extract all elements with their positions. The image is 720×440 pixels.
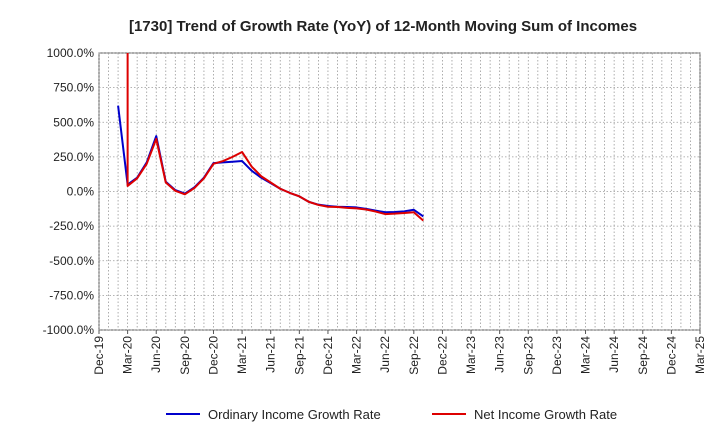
x-tick-label: Jun-24 xyxy=(607,336,621,373)
x-tick-label: Jun-21 xyxy=(264,336,278,373)
x-tick-label: Sep-23 xyxy=(521,336,535,375)
x-tick-label: Dec-23 xyxy=(550,336,564,375)
x-tick-label: Mar-22 xyxy=(350,336,364,374)
x-axis: Dec-19 Mar-20 Jun-20 Sep-20 Dec-20 Mar-21 Jun-… xyxy=(92,330,707,375)
y-tick-label: -1000.0% xyxy=(43,323,95,337)
x-tick-label: Sep-22 xyxy=(407,336,421,375)
legend: Ordinary Income Growth Rate Net Income G… xyxy=(166,407,617,422)
x-tick-label: Jun-22 xyxy=(378,336,392,373)
series-layer xyxy=(117,53,425,222)
x-tick-label: Dec-22 xyxy=(435,336,449,375)
y-tick-label: 500.0% xyxy=(53,115,94,129)
x-tick-label: Mar-23 xyxy=(464,336,478,374)
x-tick-label: Mar-25 xyxy=(693,336,707,374)
x-tick-label: Mar-24 xyxy=(579,336,593,374)
y-axis: 1000.0% 750.0% 500.0% 250.0% 0.0% -250.0% -500… xyxy=(43,46,95,337)
y-tick-label: -500.0% xyxy=(49,254,94,268)
x-tick-label: Jun-23 xyxy=(493,336,507,373)
x-tick-label: Jun-20 xyxy=(149,336,163,373)
x-tick-label: Dec-24 xyxy=(664,336,678,375)
y-tick-label: 0.0% xyxy=(67,185,95,199)
x-tick-label: Mar-21 xyxy=(235,336,249,374)
y-tick-label: -750.0% xyxy=(49,288,94,302)
chart-title: [1730] Trend of Growth Rate (YoY) of 12-… xyxy=(129,18,637,35)
y-tick-label: 250.0% xyxy=(53,150,94,164)
legend-label-net-income: Net Income Growth Rate xyxy=(474,407,617,422)
y-tick-label: -250.0% xyxy=(49,219,94,233)
legend-label-ordinary-income: Ordinary Income Growth Rate xyxy=(208,407,381,422)
x-tick-label: Sep-21 xyxy=(292,336,306,375)
y-tick-label: 1000.0% xyxy=(47,46,95,60)
x-tick-label: Sep-24 xyxy=(636,336,650,375)
x-tick-label: Sep-20 xyxy=(178,336,192,375)
x-tick-label: Dec-21 xyxy=(321,336,335,375)
x-tick-label: Dec-20 xyxy=(206,336,220,375)
series-line-net-income xyxy=(126,53,425,222)
y-tick-label: 750.0% xyxy=(53,81,94,95)
x-tick-label: Dec-19 xyxy=(92,336,106,375)
grid-lines xyxy=(98,52,701,331)
x-tick-label: Mar-20 xyxy=(121,336,135,374)
